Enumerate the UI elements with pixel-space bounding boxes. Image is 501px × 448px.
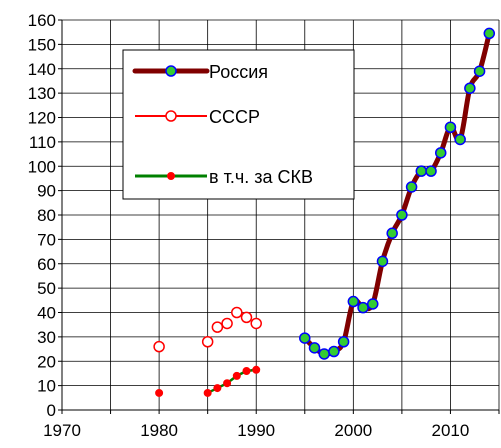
data-point-russia xyxy=(473,65,486,77)
legend-marker-skv xyxy=(167,172,175,180)
data-point-russia xyxy=(347,295,360,308)
legend-marker-ussr xyxy=(165,110,177,122)
x-tick-label: 2000 xyxy=(334,421,372,440)
y-tick-label: 40 xyxy=(37,304,56,323)
y-tick-label: 120 xyxy=(28,109,56,128)
data-point-russia xyxy=(376,255,389,268)
legend-label-ussr: СССР xyxy=(209,107,260,127)
legend-box xyxy=(122,49,355,200)
x-tick-label: 1980 xyxy=(140,421,178,440)
data-point-russia xyxy=(434,147,447,159)
y-tick-label: 100 xyxy=(28,157,56,176)
y-tick-label: 130 xyxy=(28,84,56,103)
legend-label-russia: Россия xyxy=(209,62,268,82)
series-layer xyxy=(153,27,496,397)
y-tick-label: 50 xyxy=(37,279,56,298)
data-point-ussr xyxy=(211,321,224,333)
data-point-russia xyxy=(415,165,428,177)
y-tick-label: 90 xyxy=(37,182,56,201)
y-tick-label: 10 xyxy=(37,377,56,396)
y-tick-label: 140 xyxy=(28,60,56,79)
x-tick-label: 1970 xyxy=(43,421,81,440)
y-tick-label: 160 xyxy=(28,11,56,30)
y-tick-label: 20 xyxy=(37,352,56,371)
data-point-russia xyxy=(396,209,408,221)
data-point-skv xyxy=(252,365,261,374)
data-point-russia xyxy=(308,342,321,354)
data-point-russia xyxy=(405,181,418,193)
legend-label-skv: в т.ч. за СКВ xyxy=(209,167,313,187)
data-point-russia xyxy=(318,348,330,360)
y-tick-label: 110 xyxy=(29,133,56,152)
data-point-ussr xyxy=(240,311,253,324)
data-point-russia xyxy=(328,345,340,358)
data-point-skv xyxy=(232,371,241,380)
data-point-russia xyxy=(454,133,466,146)
data-point-skv xyxy=(242,367,251,375)
data-point-russia xyxy=(425,165,437,177)
y-tick-label: 70 xyxy=(37,230,56,249)
y-tick-label: 80 xyxy=(37,206,56,225)
data-point-russia xyxy=(299,332,311,344)
data-point-ussr xyxy=(250,317,262,330)
data-point-skv xyxy=(155,388,164,397)
data-point-ussr xyxy=(153,340,165,353)
y-tick-label: 150 xyxy=(28,35,56,54)
y-tick-label: 0 xyxy=(47,401,56,420)
x-tick-label: 2010 xyxy=(432,421,470,440)
y-tick-label: 60 xyxy=(37,255,56,274)
data-point-russia xyxy=(367,298,379,310)
data-point-russia xyxy=(357,301,369,314)
legend: Россия СССР в т.ч. за СКВ xyxy=(122,49,355,200)
data-point-skv xyxy=(203,388,212,397)
data-point-skv xyxy=(213,384,222,393)
data-point-russia xyxy=(444,121,457,133)
y-tick-label: 30 xyxy=(37,328,56,347)
data-point-russia xyxy=(386,227,398,240)
data-point-russia xyxy=(337,336,350,348)
x-tick-label: 1990 xyxy=(237,421,275,440)
data-point-russia xyxy=(483,27,496,40)
axes: 0 10 20 30 40 50 60 70 80 90 100 110 120 130 140 150 160… xyxy=(28,11,500,440)
data-point-russia xyxy=(464,82,476,94)
data-point-skv xyxy=(223,379,232,388)
data-point-ussr xyxy=(231,306,243,319)
data-point-ussr xyxy=(221,317,233,330)
data-point-ussr xyxy=(201,336,214,348)
legend-marker-russia xyxy=(165,65,177,77)
